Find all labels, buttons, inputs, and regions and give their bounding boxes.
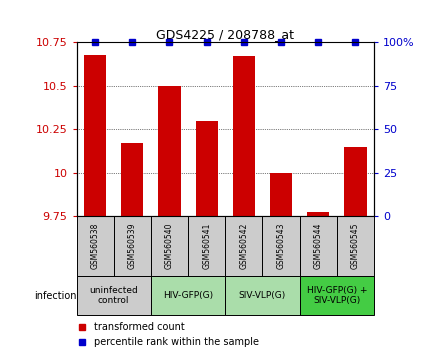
Bar — [196, 120, 218, 216]
Bar — [158, 86, 181, 216]
Text: transformed count: transformed count — [94, 321, 185, 332]
Bar — [113, 216, 151, 276]
Bar — [84, 55, 106, 216]
Bar — [225, 216, 262, 276]
Text: HIV-GFP(G): HIV-GFP(G) — [163, 291, 213, 300]
Bar — [151, 216, 188, 276]
Bar — [270, 173, 292, 216]
Text: GSM560543: GSM560543 — [277, 223, 286, 269]
Bar — [337, 216, 374, 276]
Title: GDS4225 / 208788_at: GDS4225 / 208788_at — [156, 28, 294, 41]
Text: GSM560540: GSM560540 — [165, 223, 174, 269]
Text: GSM560538: GSM560538 — [91, 223, 99, 269]
Bar — [262, 216, 300, 276]
Bar — [232, 56, 255, 216]
Text: GSM560541: GSM560541 — [202, 223, 211, 269]
Bar — [307, 212, 329, 216]
Text: HIV-GFP(G) +
SIV-VLP(G): HIV-GFP(G) + SIV-VLP(G) — [306, 286, 367, 305]
Text: SIV-VLP(G): SIV-VLP(G) — [239, 291, 286, 300]
Bar — [151, 276, 225, 315]
Bar — [188, 216, 225, 276]
Bar — [76, 216, 113, 276]
Text: GSM560539: GSM560539 — [128, 223, 137, 269]
Bar — [300, 216, 337, 276]
Text: percentile rank within the sample: percentile rank within the sample — [94, 337, 259, 348]
Bar — [121, 143, 143, 216]
Text: GSM560544: GSM560544 — [314, 223, 323, 269]
Bar — [76, 276, 151, 315]
Text: infection: infection — [34, 291, 76, 301]
Bar — [344, 147, 366, 216]
Bar — [225, 276, 300, 315]
Bar — [300, 276, 374, 315]
Text: GSM560542: GSM560542 — [239, 223, 248, 269]
Text: uninfected
control: uninfected control — [89, 286, 138, 305]
Text: GSM560545: GSM560545 — [351, 223, 360, 269]
